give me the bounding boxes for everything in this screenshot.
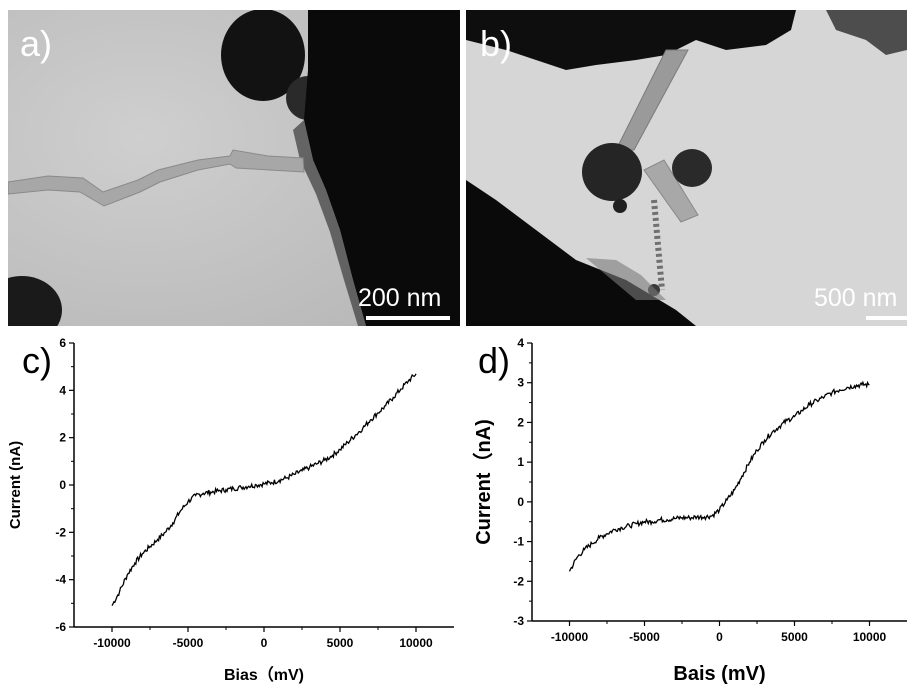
x-tick-label: 5000 bbox=[327, 636, 354, 650]
y-tick-label: 0 bbox=[517, 495, 524, 509]
y-tick-label: -6 bbox=[55, 620, 66, 634]
y-tick-label: -2 bbox=[513, 574, 524, 588]
iv-trace-line bbox=[111, 373, 417, 607]
scale-bar-a bbox=[366, 316, 450, 320]
x-tick-label: 10000 bbox=[853, 630, 887, 644]
x-tick-label: 0 bbox=[716, 630, 723, 644]
iv-trace-line bbox=[568, 380, 870, 572]
y-tick-label: 3 bbox=[517, 376, 524, 390]
y-axis-label: Current (nA) bbox=[7, 441, 24, 529]
y-tick-label: 4 bbox=[517, 336, 524, 350]
scale-bar-b bbox=[866, 316, 907, 320]
chart-c: -10000 -5000 0 5000 10000 -6 -4 -2 0 2 4 6 Bias（mV) C… bbox=[7, 336, 454, 684]
x-tick-label: -5000 bbox=[173, 636, 204, 650]
x-tick-label: 5000 bbox=[781, 630, 808, 644]
panel-label-a: a) bbox=[20, 23, 53, 64]
x-tick-label: -10000 bbox=[93, 636, 131, 650]
y-tick-label: 2 bbox=[517, 415, 524, 429]
scale-bar-label-a: 200 nm bbox=[358, 284, 442, 312]
x-axis-label: Bias（mV) bbox=[224, 666, 304, 684]
y-tick-label: 1 bbox=[517, 455, 524, 469]
chart-d: -10000 -5000 0 5000 10000 -3 -2 -1 0 1 2 3 4 Bais (mV… bbox=[472, 336, 907, 685]
tem-image-a-graphic bbox=[8, 10, 460, 326]
tem-image-b-graphic bbox=[466, 10, 907, 326]
panel-label-d: d) bbox=[478, 340, 511, 381]
y-tick-label: 2 bbox=[59, 431, 66, 445]
x-axis-label: Bais (mV) bbox=[673, 663, 765, 685]
x-tick-label: 10000 bbox=[399, 636, 433, 650]
y-tick-label: -2 bbox=[55, 525, 66, 539]
y-axis-label: Current（nA) bbox=[472, 419, 495, 545]
panel-label-c: c) bbox=[22, 340, 52, 381]
y-tick-label: 6 bbox=[59, 336, 66, 350]
y-tick-label: -4 bbox=[55, 573, 66, 587]
panel-label-b: b) bbox=[480, 23, 513, 64]
tem-image-a bbox=[8, 10, 460, 326]
scale-bar-label-b: 500 nm bbox=[814, 284, 898, 312]
y-tick-label: 4 bbox=[59, 383, 66, 397]
tem-image-b bbox=[466, 10, 907, 326]
x-tick-label: -5000 bbox=[629, 630, 660, 644]
y-tick-label: -3 bbox=[513, 614, 524, 628]
x-tick-label: -10000 bbox=[551, 630, 589, 644]
y-tick-label: -1 bbox=[513, 535, 524, 549]
y-tick-label: 0 bbox=[59, 478, 66, 492]
x-tick-label: 0 bbox=[261, 636, 268, 650]
